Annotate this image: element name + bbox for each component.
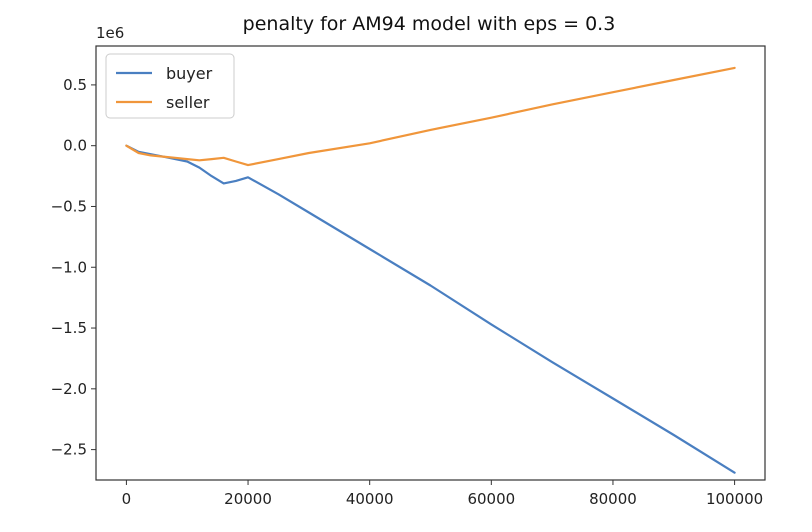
- x-tick-label: 60000: [467, 490, 515, 508]
- legend: buyer seller: [105, 53, 235, 119]
- x-tick-label: 80000: [589, 490, 637, 508]
- x-tick-label: 100000: [706, 490, 763, 508]
- y-tick-label: −0.5: [51, 197, 87, 215]
- y-tick-label: −2.5: [51, 441, 87, 459]
- y-tick-label: 0.0: [63, 137, 87, 155]
- y-tick-label: 0.5: [63, 76, 87, 94]
- x-tick-label: 0: [122, 490, 132, 508]
- plot-area-frame: [95, 45, 766, 481]
- y-tick-label: −2.0: [51, 380, 87, 398]
- x-tick-label: 20000: [224, 490, 272, 508]
- x-axis: 0 20000 40000 60000 80000 100000: [122, 480, 763, 508]
- y-axis: 0.5 0.0 −0.5 −1.0 −1.5 −2.0 −2.5: [51, 76, 96, 459]
- chart-title: penalty for AM94 model with eps = 0.3: [243, 13, 616, 35]
- series-line-seller: [125, 66, 736, 167]
- y-axis-offset-label: 1e6: [96, 24, 124, 42]
- legend-label-seller: seller: [166, 93, 210, 112]
- y-tick-label: −1.0: [51, 258, 87, 276]
- y-tick-label: −1.5: [51, 319, 87, 337]
- legend-label-buyer: buyer: [166, 64, 213, 83]
- series-layer: [125, 66, 736, 474]
- x-tick-label: 40000: [346, 490, 394, 508]
